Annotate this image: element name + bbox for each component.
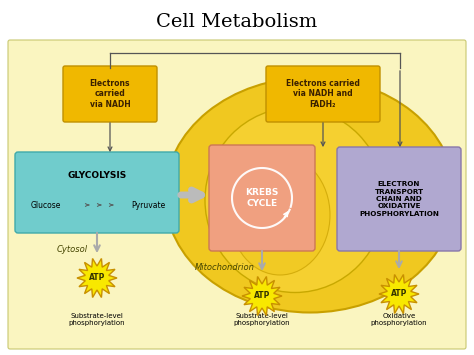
Text: Glucose: Glucose	[31, 201, 61, 209]
Text: Substrate-level
phosphorylation: Substrate-level phosphorylation	[69, 313, 125, 327]
FancyBboxPatch shape	[15, 152, 179, 233]
Ellipse shape	[165, 77, 455, 312]
FancyBboxPatch shape	[266, 66, 380, 122]
Text: GLYCOLYSIS: GLYCOLYSIS	[67, 170, 127, 180]
Text: Electrons carried
via NADH and
FADH₂: Electrons carried via NADH and FADH₂	[286, 79, 360, 109]
Polygon shape	[242, 277, 282, 316]
FancyBboxPatch shape	[337, 147, 461, 251]
Text: Cytosol: Cytosol	[56, 246, 88, 255]
Text: ATP: ATP	[391, 289, 407, 299]
FancyBboxPatch shape	[63, 66, 157, 122]
Text: Oxidative
phosphorylation: Oxidative phosphorylation	[371, 313, 428, 327]
Ellipse shape	[205, 108, 385, 293]
Text: Cell Metabolism: Cell Metabolism	[156, 13, 318, 31]
Text: Electrons
carried
via NADH: Electrons carried via NADH	[90, 79, 130, 109]
Polygon shape	[77, 258, 117, 297]
FancyBboxPatch shape	[8, 40, 466, 349]
Text: Substrate-level
phosphorylation: Substrate-level phosphorylation	[234, 313, 290, 327]
Text: ATP: ATP	[254, 291, 270, 300]
FancyBboxPatch shape	[209, 145, 315, 251]
Text: Mitochondrion: Mitochondrion	[195, 263, 255, 273]
Polygon shape	[379, 274, 419, 313]
Ellipse shape	[230, 155, 330, 275]
Text: ATP: ATP	[89, 273, 105, 283]
Text: Pyruvate: Pyruvate	[131, 201, 165, 209]
Text: KREBS
CYCLE: KREBS CYCLE	[246, 188, 279, 208]
Text: ELECTRON
TRANSPORT
CHAIN AND
OXIDATIVE
PHOSPHORYLATION: ELECTRON TRANSPORT CHAIN AND OXIDATIVE P…	[359, 181, 439, 217]
